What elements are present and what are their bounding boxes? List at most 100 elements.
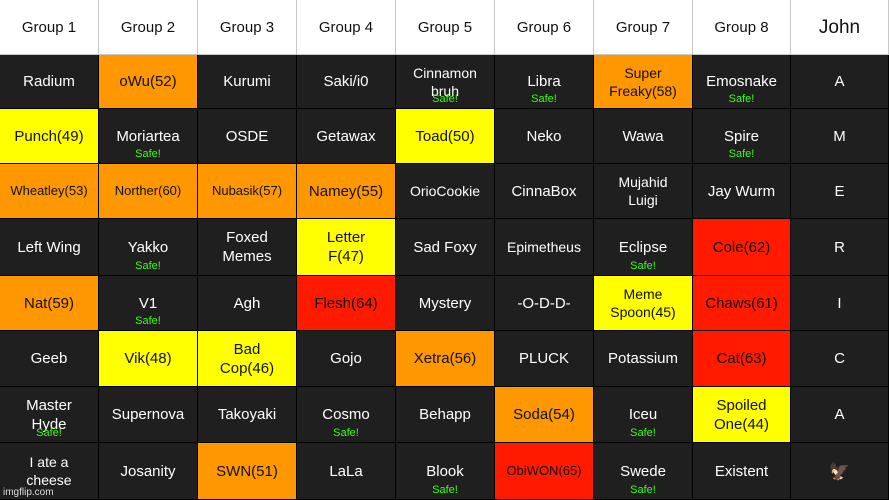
cell-name: Emosnake (706, 73, 777, 90)
cell-name: Flesh(64) (314, 294, 378, 312)
cell-name: Jay Wurm (707, 182, 776, 200)
cell-name: Mystery (418, 294, 472, 312)
eagle-icon: 🦅 (828, 461, 851, 481)
cell-name: Namey(55) (308, 182, 384, 200)
cell-name: Sad Foxy (413, 238, 477, 256)
column-header: Group 8 (693, 0, 791, 55)
grid-cell: M (791, 109, 889, 164)
grid-cell: Namey(55) (297, 164, 396, 219)
grid-cell: Wheatley(53) (0, 164, 99, 219)
cell-name: Josanity (120, 462, 176, 480)
grid-cell: Flesh(64) (297, 276, 396, 331)
cell-name: Foxed Memes (222, 229, 272, 265)
grid-cell: Norther(60) (99, 164, 198, 219)
grid-cell: Chaws(61) (693, 276, 791, 331)
safe-label: Safe! (432, 93, 458, 105)
column-header: Group 4 (297, 0, 396, 55)
grid-cell: Meme Spoon(45) (594, 276, 693, 331)
grid-cell: Radium (0, 55, 99, 109)
cell-name: Blook (426, 462, 464, 480)
safe-label: Safe! (432, 484, 458, 496)
cell-name: Nat(59) (23, 294, 75, 312)
grid-cell: -O-D-D- (495, 276, 594, 331)
grid-cell: I (791, 276, 889, 331)
cell-name: Saki/i0 (323, 73, 369, 90)
safe-label: Safe! (728, 93, 755, 105)
grid-cell: Neko (495, 109, 594, 164)
cell-name: Cat(63) (716, 350, 767, 367)
cell-name: Chaws(61) (705, 294, 778, 312)
cell-name: PLUCK (518, 350, 570, 367)
grid-cell: Yakko Safe! (99, 219, 198, 276)
cell-name: Cinnamon bruh (413, 64, 477, 99)
grid-cell: Blook Safe! (396, 443, 495, 500)
grid-cell: PLUCK (495, 331, 594, 387)
cell-name: OSDE (225, 127, 269, 145)
cell-name: Gojo (330, 350, 362, 367)
grid-cell: V1 Safe! (99, 276, 198, 331)
cell-name: Potassium (607, 350, 679, 367)
cell-name: CinnaBox (511, 182, 577, 200)
grid-cell: Bad Cop(46) (198, 331, 297, 387)
cell-name: Master Hyde (26, 396, 72, 433)
grid-cell: Agh (198, 276, 297, 331)
grid-cell: Epimetheus (495, 219, 594, 276)
cell-name: E (834, 182, 845, 200)
watermark: imgflip.com (3, 487, 54, 498)
grid-cell: Libra Safe! (495, 55, 594, 109)
cell-name: I ate a cheese (26, 454, 72, 488)
cell-name: Xetra(56) (413, 350, 477, 367)
grid-cell: Moriartea Safe! (99, 109, 198, 164)
grid-cell: oWu(52) (99, 55, 198, 109)
grid-cell: Left Wing (0, 219, 99, 276)
grid-cell: Emosnake Safe! (693, 55, 791, 109)
column-header: Group 7 (594, 0, 693, 55)
cell-name: I (837, 294, 842, 312)
grid-cell: LaLa (297, 443, 396, 500)
cell-name: Vik(48) (124, 350, 172, 367)
grid-cell: Existent (693, 443, 791, 500)
safe-label: Safe! (135, 315, 161, 327)
grid-cell: Geeb (0, 331, 99, 387)
grid-cell: E (791, 164, 889, 219)
grid-cell: Super Freaky(58) (594, 55, 693, 109)
cell-name: Supernova (111, 406, 185, 423)
grid-cell: Letter F(47) (297, 219, 396, 276)
cell-name: Yakko (127, 238, 169, 256)
column-header: Group 2 (99, 0, 198, 55)
cell-name: Toad(50) (415, 127, 475, 145)
grid-cell: C (791, 331, 889, 387)
cell-name: Spoiled One(44) (713, 396, 770, 433)
cell-name: Soda(54) (513, 406, 575, 423)
cell-name: ObiWON(65) (506, 463, 582, 478)
grid-cell: Nubasik(57) (198, 164, 297, 219)
grid-cell: Master Hyde Safe! (0, 387, 99, 443)
cell-name: Agh (233, 294, 261, 312)
cell-name: oWu(52) (119, 73, 177, 90)
cell-name: Existent (714, 462, 769, 480)
grid-cell: Cole(62) (693, 219, 791, 276)
grid-cell: ObiWON(65) (495, 443, 594, 500)
safe-label: Safe! (135, 148, 161, 160)
grid-cell: Supernova (99, 387, 198, 443)
grid-cell: Saki/i0 (297, 55, 396, 109)
cell-name: A (834, 73, 845, 90)
grid-cell: 🦅 (791, 443, 889, 500)
safe-label: Safe! (728, 148, 755, 160)
grid-cell: Behapp (396, 387, 495, 443)
cell-name: Mujahid Luigi (618, 174, 668, 208)
safe-label: Safe! (333, 427, 359, 439)
grid-cell: Mystery (396, 276, 495, 331)
cell-name: Libra (527, 73, 561, 90)
grid-cell: Foxed Memes (198, 219, 297, 276)
cell-name: Wawa (622, 127, 664, 145)
grid-cell: Nat(59) (0, 276, 99, 331)
grid-cell: Josanity (99, 443, 198, 500)
grid-cell: Wawa (594, 109, 693, 164)
grid-cell: OrioCookie (396, 164, 495, 219)
cell-name: Spire (723, 127, 760, 145)
safe-label: Safe! (630, 427, 656, 439)
cell-name: Kurumi (223, 73, 271, 90)
cell-name: M (833, 127, 846, 145)
